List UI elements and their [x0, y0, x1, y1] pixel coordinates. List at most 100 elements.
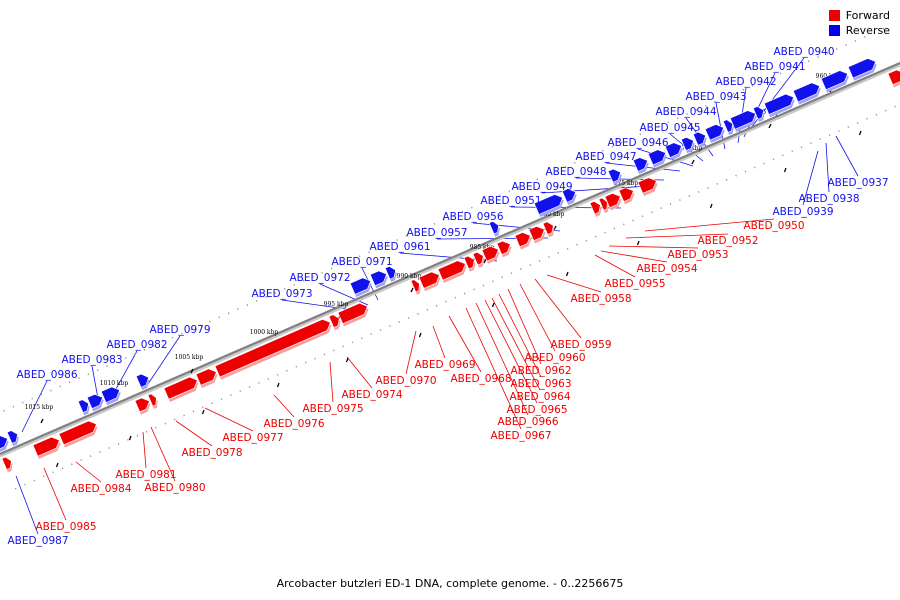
gene-label-abed-0983[interactable]: ABED_0983 [61, 354, 122, 366]
reverse-gene-arrow[interactable] [77, 398, 92, 416]
forward-gene-arrow[interactable] [437, 258, 469, 283]
gene-label-abed-0954[interactable]: ABED_0954 [636, 263, 697, 275]
reverse-gene-arrow[interactable] [6, 429, 21, 447]
gene-label-abed-0952[interactable]: ABED_0952 [697, 235, 758, 247]
reverse-gene-arrow[interactable] [664, 140, 685, 161]
gene-label-abed-0977[interactable]: ABED_0977 [222, 432, 283, 444]
forward-gene-arrow[interactable] [410, 278, 423, 295]
gene-label-abed-0962[interactable]: ABED_0962 [510, 365, 571, 377]
gene-label-abed-0937[interactable]: ABED_0937 [827, 177, 888, 189]
gene-label-abed-0967[interactable]: ABED_0967 [490, 430, 551, 442]
reverse-gene-arrow[interactable] [632, 155, 651, 175]
reverse-gene-arrow[interactable] [792, 80, 823, 105]
forward-gene-arrow[interactable] [618, 185, 637, 205]
gene-label-abed-0944[interactable]: ABED_0944 [655, 106, 716, 118]
gene-label-abed-0958[interactable]: ABED_0958 [570, 293, 631, 305]
gene-label-abed-0953[interactable]: ABED_0953 [667, 249, 728, 261]
gene-label-abed-0961[interactable]: ABED_0961 [369, 241, 430, 253]
gene-label-abed-0950[interactable]: ABED_0950 [743, 220, 804, 232]
gene-label-abed-0987[interactable]: ABED_0987 [7, 535, 68, 547]
reverse-gene-arrow[interactable] [561, 186, 579, 205]
reverse-gene-arrow[interactable] [847, 56, 879, 81]
gene-label-abed-0973[interactable]: ABED_0973 [251, 288, 312, 300]
gene-label-abed-0984[interactable]: ABED_0984 [70, 483, 131, 495]
reverse-gene-arrow[interactable] [369, 269, 390, 289]
forward-gene-arrow[interactable] [1, 456, 15, 473]
reverse-gene-arrow[interactable] [100, 385, 123, 406]
forward-gene-arrow[interactable] [147, 393, 160, 409]
reverse-gene-arrow[interactable] [692, 130, 709, 149]
forward-gene-arrow[interactable] [337, 301, 371, 327]
forward-gene-arrow[interactable] [418, 270, 443, 292]
forward-gene-arrow[interactable] [134, 396, 153, 415]
gene-label-abed-0980[interactable]: ABED_0980 [144, 482, 205, 494]
gene-label-abed-0985[interactable]: ABED_0985 [35, 521, 96, 533]
reverse-gene-arrow[interactable] [763, 92, 797, 118]
forward-gene-arrow[interactable] [598, 197, 611, 213]
reverse-gene-arrow[interactable] [722, 118, 736, 136]
reverse-gene-arrow[interactable] [729, 108, 759, 132]
gene-label-abed-0957[interactable]: ABED_0957 [406, 227, 467, 239]
gene-label-abed-0938[interactable]: ABED_0938 [798, 193, 859, 205]
legend-forward[interactable]: Forward [828, 8, 890, 23]
forward-gene-arrow[interactable] [214, 317, 334, 380]
forward-gene-arrow[interactable] [472, 250, 487, 268]
reverse-gene-arrow[interactable] [704, 122, 727, 143]
reverse-gene-arrow[interactable] [647, 147, 669, 168]
forward-gene-arrow[interactable] [637, 175, 660, 197]
forward-gene-arrow[interactable] [32, 435, 63, 459]
gene-label-abed-0963[interactable]: ABED_0963 [510, 378, 571, 390]
reverse-gene-arrow[interactable] [820, 68, 851, 93]
reverse-gene-arrow[interactable] [86, 392, 106, 412]
gene-label-abed-0976[interactable]: ABED_0976 [263, 418, 324, 430]
reverse-gene-arrow[interactable] [533, 192, 566, 218]
gene-label-abed-0964[interactable]: ABED_0964 [509, 391, 570, 403]
forward-gene-arrow[interactable] [163, 375, 201, 402]
gene-label-abed-0959[interactable]: ABED_0959 [550, 339, 611, 351]
reverse-gene-arrow[interactable] [384, 265, 399, 282]
gene-label-abed-0945[interactable]: ABED_0945 [639, 122, 700, 134]
forward-gene-arrow[interactable] [195, 366, 220, 389]
gene-label-abed-0968[interactable]: ABED_0968 [450, 373, 511, 385]
gene-label-abed-0966[interactable]: ABED_0966 [497, 416, 558, 428]
gene-label-abed-0971[interactable]: ABED_0971 [331, 256, 392, 268]
gene-label-abed-0974[interactable]: ABED_0974 [341, 389, 402, 401]
gene-label-abed-0982[interactable]: ABED_0982 [106, 339, 167, 351]
reverse-gene-arrow[interactable] [752, 105, 767, 122]
gene-label-abed-0960[interactable]: ABED_0960 [524, 352, 585, 364]
forward-gene-arrow[interactable] [328, 313, 343, 331]
gene-label-abed-0972[interactable]: ABED_0972 [289, 272, 350, 284]
reverse-gene-arrow[interactable] [488, 220, 502, 237]
gene-label-abed-0949[interactable]: ABED_0949 [511, 181, 572, 193]
gene-label-abed-0943[interactable]: ABED_0943 [685, 91, 746, 103]
gene-label-abed-0955[interactable]: ABED_0955 [604, 278, 665, 290]
forward-gene-arrow[interactable] [496, 239, 514, 258]
gene-label-abed-0981[interactable]: ABED_0981 [115, 469, 176, 481]
legend-reverse[interactable]: Reverse [828, 23, 890, 38]
gene-label-abed-0969[interactable]: ABED_0969 [414, 359, 475, 371]
gene-label-abed-0939[interactable]: ABED_0939 [772, 206, 833, 218]
gene-label-abed-0986[interactable]: ABED_0986 [16, 369, 77, 381]
gene-label-abed-0946[interactable]: ABED_0946 [607, 137, 668, 149]
gene-label-abed-0975[interactable]: ABED_0975 [302, 403, 363, 415]
reverse-gene-arrow[interactable] [607, 167, 624, 185]
reverse-gene-arrow[interactable] [135, 372, 152, 391]
gene-label-abed-0970[interactable]: ABED_0970 [375, 375, 436, 387]
forward-gene-arrow[interactable] [514, 230, 534, 250]
forward-gene-arrow[interactable] [589, 200, 604, 217]
forward-gene-arrow[interactable] [481, 244, 502, 264]
gene-label-abed-0940[interactable]: ABED_0940 [773, 46, 834, 58]
gene-label-abed-0978[interactable]: ABED_0978 [181, 447, 242, 459]
gene-label-abed-0941[interactable]: ABED_0941 [744, 61, 805, 73]
gene-label-abed-0951[interactable]: ABED_0951 [480, 195, 541, 207]
gene-label-abed-0956[interactable]: ABED_0956 [442, 211, 503, 223]
gene-label-abed-0947[interactable]: ABED_0947 [575, 151, 636, 163]
forward-gene-arrow[interactable] [528, 224, 548, 244]
gene-label-abed-0979[interactable]: ABED_0979 [149, 324, 210, 336]
forward-gene-arrow[interactable] [58, 419, 100, 448]
reverse-gene-arrow[interactable] [680, 135, 697, 154]
gene-label-abed-0948[interactable]: ABED_0948 [545, 166, 606, 178]
forward-gene-arrow[interactable] [604, 191, 624, 211]
reverse-gene-arrow[interactable] [349, 275, 374, 298]
gene-label-abed-0942[interactable]: ABED_0942 [715, 76, 776, 88]
